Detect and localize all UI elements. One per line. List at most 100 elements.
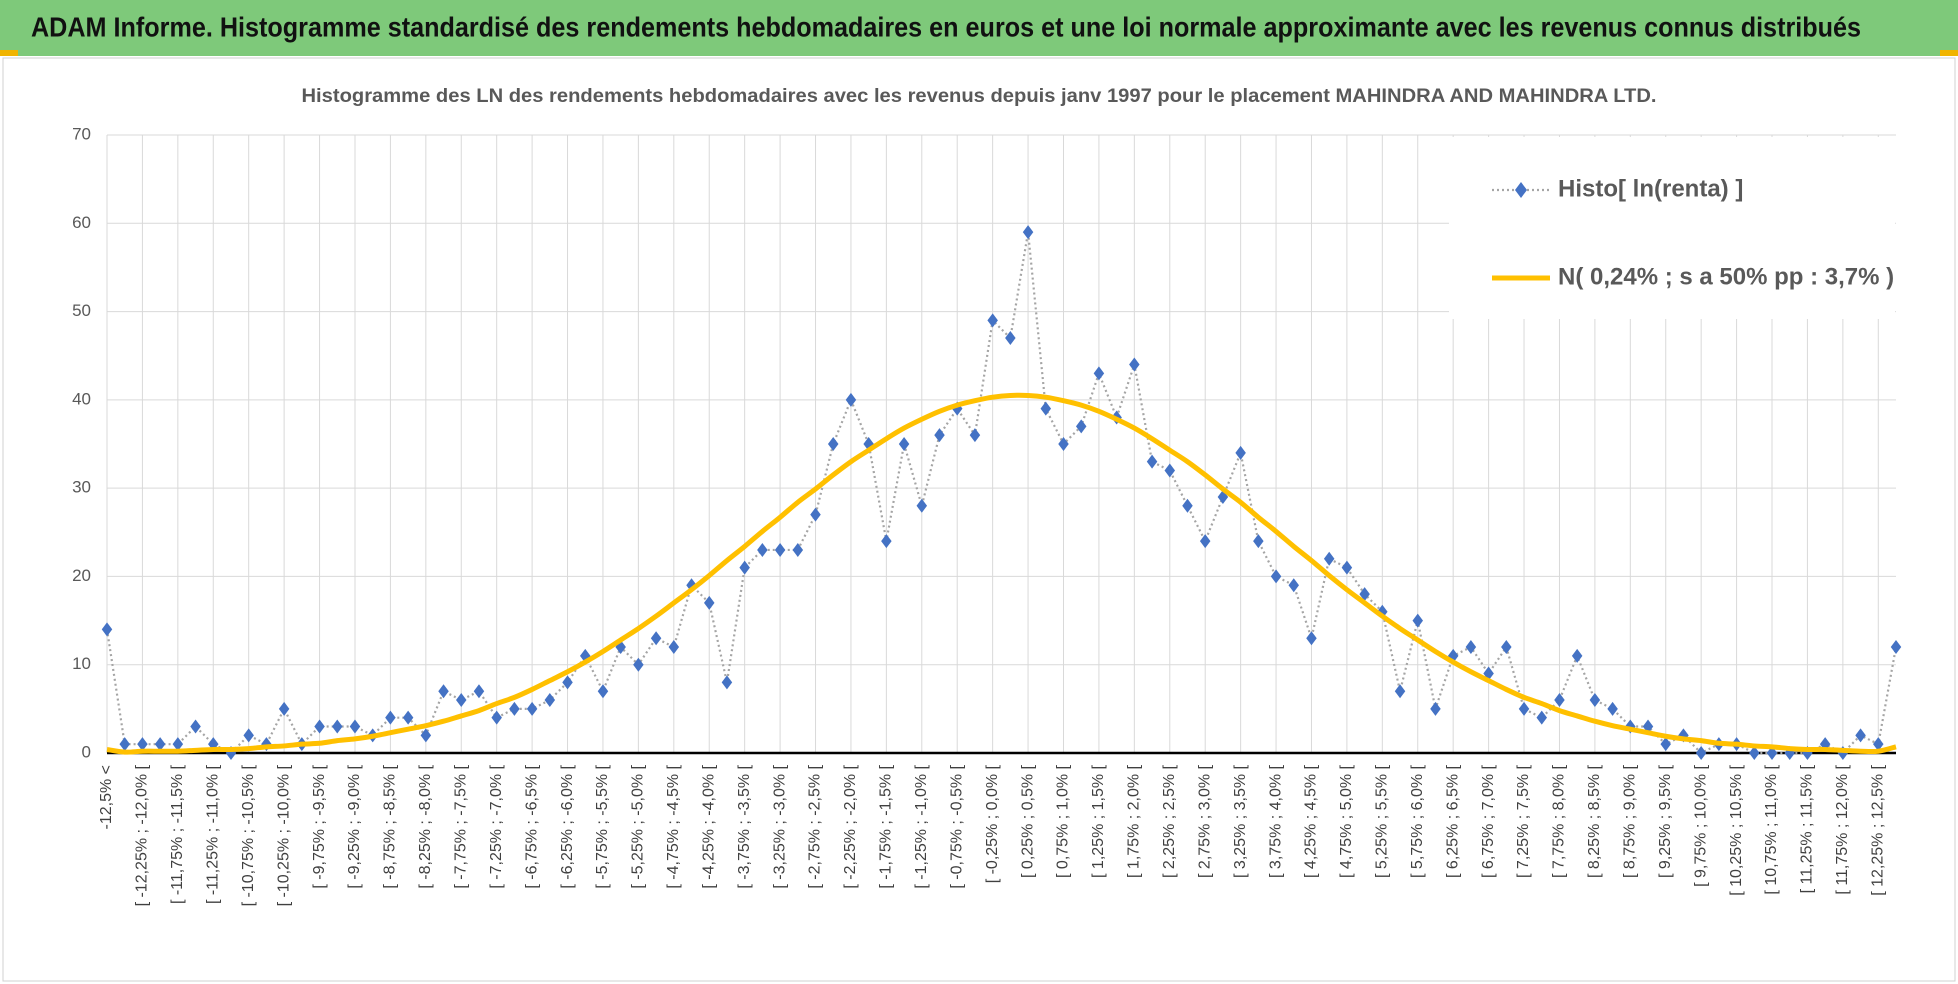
data-point (597, 684, 609, 699)
data-point (1518, 701, 1530, 716)
x-tick-label: [ -2,25% ; -2,0% [ (842, 764, 859, 888)
data-point (792, 542, 804, 557)
data-point (881, 534, 892, 549)
data-point (827, 437, 839, 451)
x-tick-label: [ -7,75% ; -7,5% [ (452, 764, 469, 888)
x-tick-label: [ -10,25% ; -10,0% [ (275, 764, 292, 906)
data-point (1589, 693, 1601, 708)
x-tick-label: [ -0,75% ; -0,5% [ (948, 764, 965, 888)
data-point (1536, 710, 1547, 725)
data-point (278, 701, 290, 716)
data-point (1749, 746, 1760, 760)
x-tick-label: [ -4,75% ; -4,5% [ (665, 764, 682, 888)
data-point (1855, 728, 1866, 743)
x-tick-label: [ 6,25% ; 6,5% [ (1444, 764, 1461, 878)
data-point (650, 631, 662, 646)
data-point (1359, 587, 1370, 602)
x-tick-label: [ 12,25% ; 12,5% [ (1870, 764, 1887, 895)
x-tick-label: [ -6,75% ; -6,5% [ (523, 764, 540, 888)
y-tick-label: 40 (72, 389, 91, 408)
data-point (810, 507, 821, 522)
x-tick-label: [ -5,25% ; -5,0% [ (630, 764, 647, 888)
data-point (1270, 569, 1282, 584)
legend-label: N( 0,24% ; s a 50% pp : 3,7% ) (1558, 263, 1894, 290)
x-tick-label: [ 4,75% ; 5,0% [ (1338, 764, 1355, 878)
data-point (898, 437, 910, 451)
data-point (1660, 737, 1671, 752)
x-tick-label: [ 11,25% ; 11,5% [ (1799, 764, 1816, 893)
y-tick-label: 0 (82, 742, 91, 761)
data-point (1412, 613, 1424, 628)
data-point (1465, 640, 1477, 655)
data-point (1607, 701, 1618, 716)
x-tick-label: [ -12,25% ; -12,0% [ (134, 764, 151, 906)
data-point (916, 498, 928, 513)
data-point (721, 675, 733, 690)
data-point (969, 428, 981, 443)
series-line (106, 392, 1897, 755)
data-point (1146, 454, 1158, 469)
x-tick-label: [ -1,25% ; -1,0% [ (913, 764, 930, 888)
data-point (934, 428, 945, 443)
data-point (1040, 401, 1052, 416)
x-tick-label: [ 4,25% ; 4,5% [ (1303, 764, 1320, 878)
data-point (1554, 693, 1565, 708)
data-point (385, 710, 396, 725)
corner (0, 50, 18, 56)
x-tick-label: [ -6,25% ; -6,0% [ (559, 764, 576, 888)
data-point (1182, 498, 1193, 513)
data-point (438, 684, 449, 699)
x-tick-label: [ -10,75% ; -10,5% [ (240, 764, 257, 906)
data-point (987, 313, 998, 328)
x-tick-label: [ 1,75% ; 2,0% [ (1126, 764, 1143, 878)
chart-title: Histogramme des LN des rendements hebdom… (302, 86, 1657, 107)
data-point (190, 719, 201, 734)
data-point (1306, 631, 1317, 646)
x-tick-label: [ -2,75% ; -2,5% [ (807, 764, 824, 888)
data-point (1235, 445, 1246, 460)
data-point (402, 710, 414, 725)
x-tick-label: [ -9,25% ; -9,0% [ (346, 764, 363, 888)
data-point (243, 728, 254, 743)
x-tick-label: [ 10,25% ; 10,5% [ (1728, 764, 1745, 895)
data-point (1430, 701, 1441, 716)
x-tick-label: [ 11,75% ; 12,0% [ (1834, 764, 1851, 894)
data-point (1323, 551, 1335, 566)
header-title: ADAM Informe. Histogramme standardisé de… (31, 11, 1861, 42)
data-point (1394, 684, 1406, 699)
data-point (509, 701, 520, 716)
data-point (332, 719, 343, 734)
x-tick-label: [ 9,25% ; 9,5% [ (1657, 764, 1674, 878)
data-point (544, 693, 556, 708)
data-point (703, 595, 715, 610)
data-point (1022, 225, 1034, 240)
data-point (562, 675, 573, 690)
x-tick-label: [ -0,25% ; 0,0% [ (984, 764, 1001, 883)
data-point (314, 719, 325, 734)
y-tick-label: 70 (72, 124, 91, 143)
x-tick-label: [ 3,25% ; 3,5% [ (1232, 764, 1249, 878)
y-tick-label: 30 (72, 478, 91, 497)
data-point (154, 737, 166, 752)
data-point (526, 701, 538, 716)
legend-label: Histo[ ln(renta) ] (1558, 175, 1743, 202)
legend-marker (1515, 182, 1527, 198)
x-tick-label: [ 2,75% ; 3,0% [ (1196, 764, 1213, 878)
corner (1940, 50, 1958, 56)
data-point (1501, 640, 1512, 655)
data-point (1005, 331, 1016, 346)
data-point (137, 737, 148, 752)
data-point (420, 728, 432, 743)
data-point (633, 657, 644, 672)
data-point (757, 542, 768, 557)
x-tick-label: [ 3,75% ; 4,0% [ (1267, 764, 1284, 878)
data-point (668, 640, 680, 655)
y-tick-label: 50 (72, 301, 91, 320)
data-point (845, 392, 857, 407)
data-point (1058, 437, 1069, 451)
x-tick-label: [ 8,75% ; 9,0% [ (1622, 764, 1639, 878)
data-point (1873, 737, 1884, 752)
x-tick-label: [ 7,75% ; 8,0% [ (1551, 764, 1568, 878)
data-point (1695, 746, 1707, 760)
